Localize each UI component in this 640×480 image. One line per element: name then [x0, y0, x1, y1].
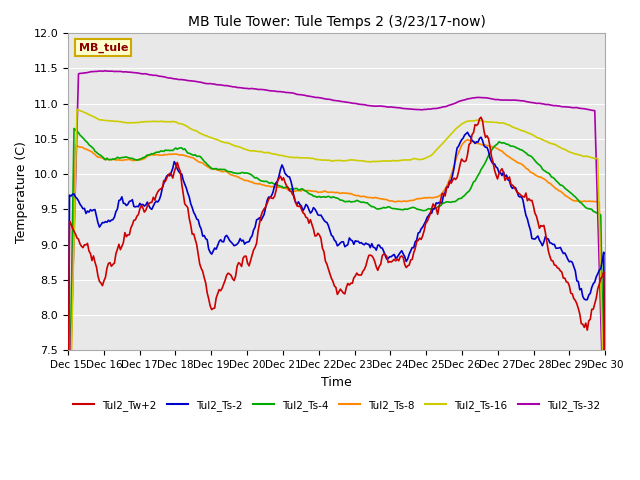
- Legend: Tul2_Tw+2, Tul2_Ts-2, Tul2_Ts-4, Tul2_Ts-8, Tul2_Ts-16, Tul2_Ts-32: Tul2_Tw+2, Tul2_Ts-2, Tul2_Ts-4, Tul2_Ts…: [69, 396, 604, 415]
- X-axis label: Time: Time: [321, 376, 352, 389]
- Title: MB Tule Tower: Tule Temps 2 (3/23/17-now): MB Tule Tower: Tule Temps 2 (3/23/17-now…: [188, 15, 486, 29]
- Text: MB_tule: MB_tule: [79, 42, 128, 53]
- Y-axis label: Temperature (C): Temperature (C): [15, 141, 28, 243]
